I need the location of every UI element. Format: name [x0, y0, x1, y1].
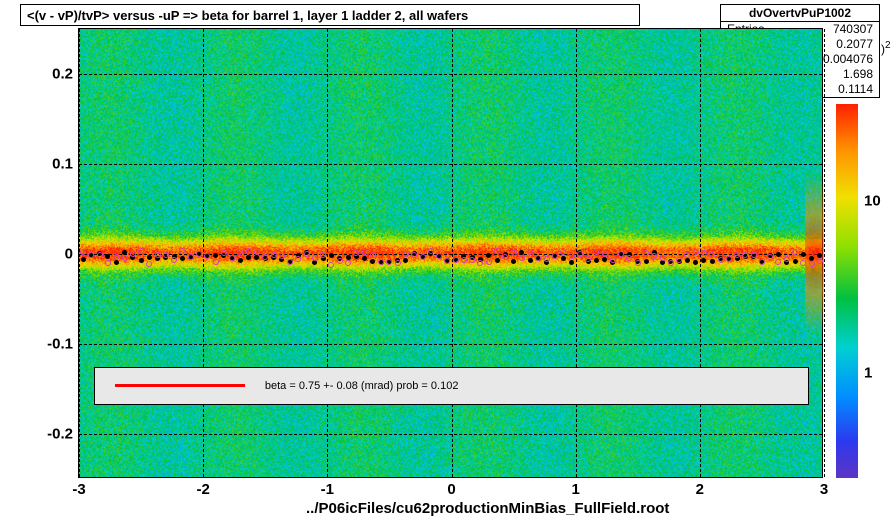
xtick: 0: [447, 477, 455, 498]
xtick: -3: [72, 477, 85, 498]
xtick: -2: [196, 477, 209, 498]
xtick: 3: [820, 477, 828, 498]
legend-fit-line: [115, 384, 245, 387]
axis-exponent-label: )2: [881, 40, 891, 56]
ytick: 0: [65, 246, 79, 263]
plot-area: beta = 0.75 +- 0.08 (mrad) prob = 0.102 …: [78, 28, 823, 478]
ytick: 0.1: [52, 156, 79, 173]
plot-title: <(v - vP)/tvP> versus -uP => beta for ba…: [20, 4, 640, 26]
legend-box: beta = 0.75 +- 0.08 (mrad) prob = 0.102: [94, 367, 809, 405]
ytick: -0.1: [47, 336, 79, 353]
figure-root: <(v - vP)/tvP> versus -uP => beta for ba…: [0, 0, 896, 524]
legend-text: beta = 0.75 +- 0.08 (mrad) prob = 0.102: [265, 380, 459, 392]
ytick: 0.2: [52, 66, 79, 83]
stats-name: dvOvertvPuP1002: [721, 5, 879, 22]
xtick: -1: [321, 477, 334, 498]
xtick: 1: [571, 477, 579, 498]
colorbar-tick: 1: [858, 365, 872, 382]
profile-markers: [79, 29, 822, 477]
ytick: -0.2: [47, 426, 79, 443]
colorbar: 101: [836, 104, 858, 478]
file-path-label: ../P06icFiles/cu62productionMinBias_Full…: [306, 500, 669, 517]
colorbar-tick: 10: [858, 193, 881, 210]
xtick: 2: [696, 477, 704, 498]
